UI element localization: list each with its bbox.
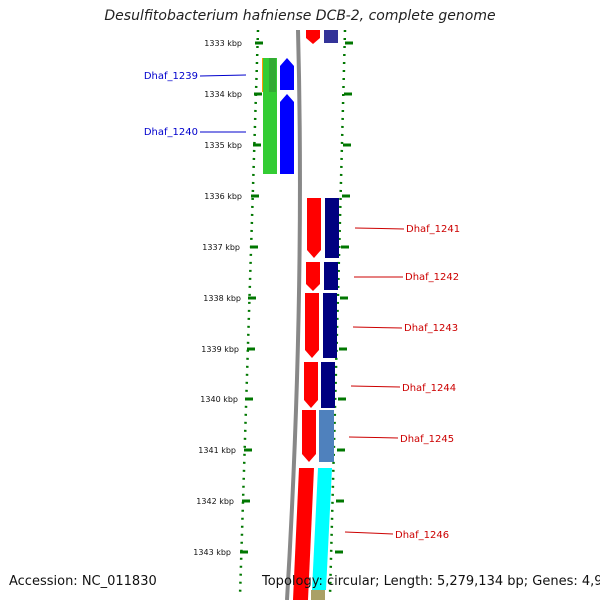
gene-green-dark[interactable] <box>269 58 276 92</box>
kbp-label: 1335 kbp <box>204 141 242 150</box>
gene-dhaf-1244-red[interactable] <box>304 362 318 408</box>
kbp-label: 1341 kbp <box>198 446 236 455</box>
gene-dhaf-1240-arrow[interactable] <box>280 94 294 174</box>
accession-text: Accession: NC_011830 <box>9 574 157 589</box>
kbp-label: 1342 kbp <box>196 497 234 506</box>
genome-backbone <box>285 29 302 600</box>
kbp-label: 1339 kbp <box>201 345 239 354</box>
leader-line-dhaf-1243 <box>352 326 403 329</box>
gene-top-navy[interactable] <box>324 30 338 43</box>
kbp-label: 1336 kbp <box>204 192 242 201</box>
gene-dhaf-1241-red[interactable] <box>307 198 321 258</box>
map-title: Desulfitobacterium hafniense DCB-2, comp… <box>104 8 496 24</box>
gene-dhaf-1241-navy[interactable] <box>325 198 339 258</box>
left-dotted-ruler <box>238 29 260 597</box>
leader-line-dhaf-1246 <box>344 531 394 535</box>
gene-label-dhaf-1240[interactable]: Dhaf_1240 <box>144 127 198 138</box>
kbp-label: 1333 kbp <box>204 39 242 48</box>
leader-line-dhaf-1241 <box>354 227 405 230</box>
gene-dhaf-1242-red[interactable] <box>306 262 320 291</box>
kbp-label: 1337 kbp <box>202 243 240 252</box>
gene-top-red[interactable] <box>306 30 320 44</box>
gene-dhaf-1244-navy[interactable] <box>321 362 335 408</box>
gene-bottom-olive[interactable] <box>311 590 325 600</box>
left-tick-marks <box>240 41 263 554</box>
gene-dhaf-1242-navy[interactable] <box>324 262 338 290</box>
gene-dhaf-1245-steel[interactable] <box>319 410 334 462</box>
kbp-label: 1343 kbp <box>193 548 231 557</box>
gene-dhaf-1246-cyan[interactable] <box>312 468 332 590</box>
gene-dhaf-1243-red[interactable] <box>305 293 319 358</box>
kbp-label: 1334 kbp <box>204 90 242 99</box>
gene-label-dhaf-1241[interactable]: Dhaf_1241 <box>406 224 460 235</box>
gene-label-dhaf-1242[interactable]: Dhaf_1242 <box>405 272 459 283</box>
leader-line-dhaf-1239 <box>199 74 247 77</box>
gene-dhaf-1246-red[interactable] <box>293 468 314 600</box>
kbp-label: 1340 kbp <box>200 395 238 404</box>
gene-dhaf-1239-arrow[interactable] <box>280 58 294 90</box>
gene-dhaf-1245-red[interactable] <box>302 410 316 462</box>
right-tick-marks <box>335 41 353 554</box>
gene-dhaf-1243-navy[interactable] <box>323 293 337 358</box>
gene-label-dhaf-1244[interactable]: Dhaf_1244 <box>402 383 456 394</box>
gene-label-dhaf-1243[interactable]: Dhaf_1243 <box>404 323 458 334</box>
kbp-label: 1338 kbp <box>203 294 241 303</box>
leader-line-dhaf-1245 <box>348 436 399 439</box>
leader-line-dhaf-1244 <box>350 385 401 388</box>
gene-label-dhaf-1246[interactable]: Dhaf_1246 <box>395 530 449 541</box>
genome-summary-text: Topology: circular; Length: 5,279,134 bp… <box>262 574 600 589</box>
gene-label-dhaf-1239[interactable]: Dhaf_1239 <box>144 71 198 82</box>
gene-label-dhaf-1245[interactable]: Dhaf_1245 <box>400 434 454 445</box>
